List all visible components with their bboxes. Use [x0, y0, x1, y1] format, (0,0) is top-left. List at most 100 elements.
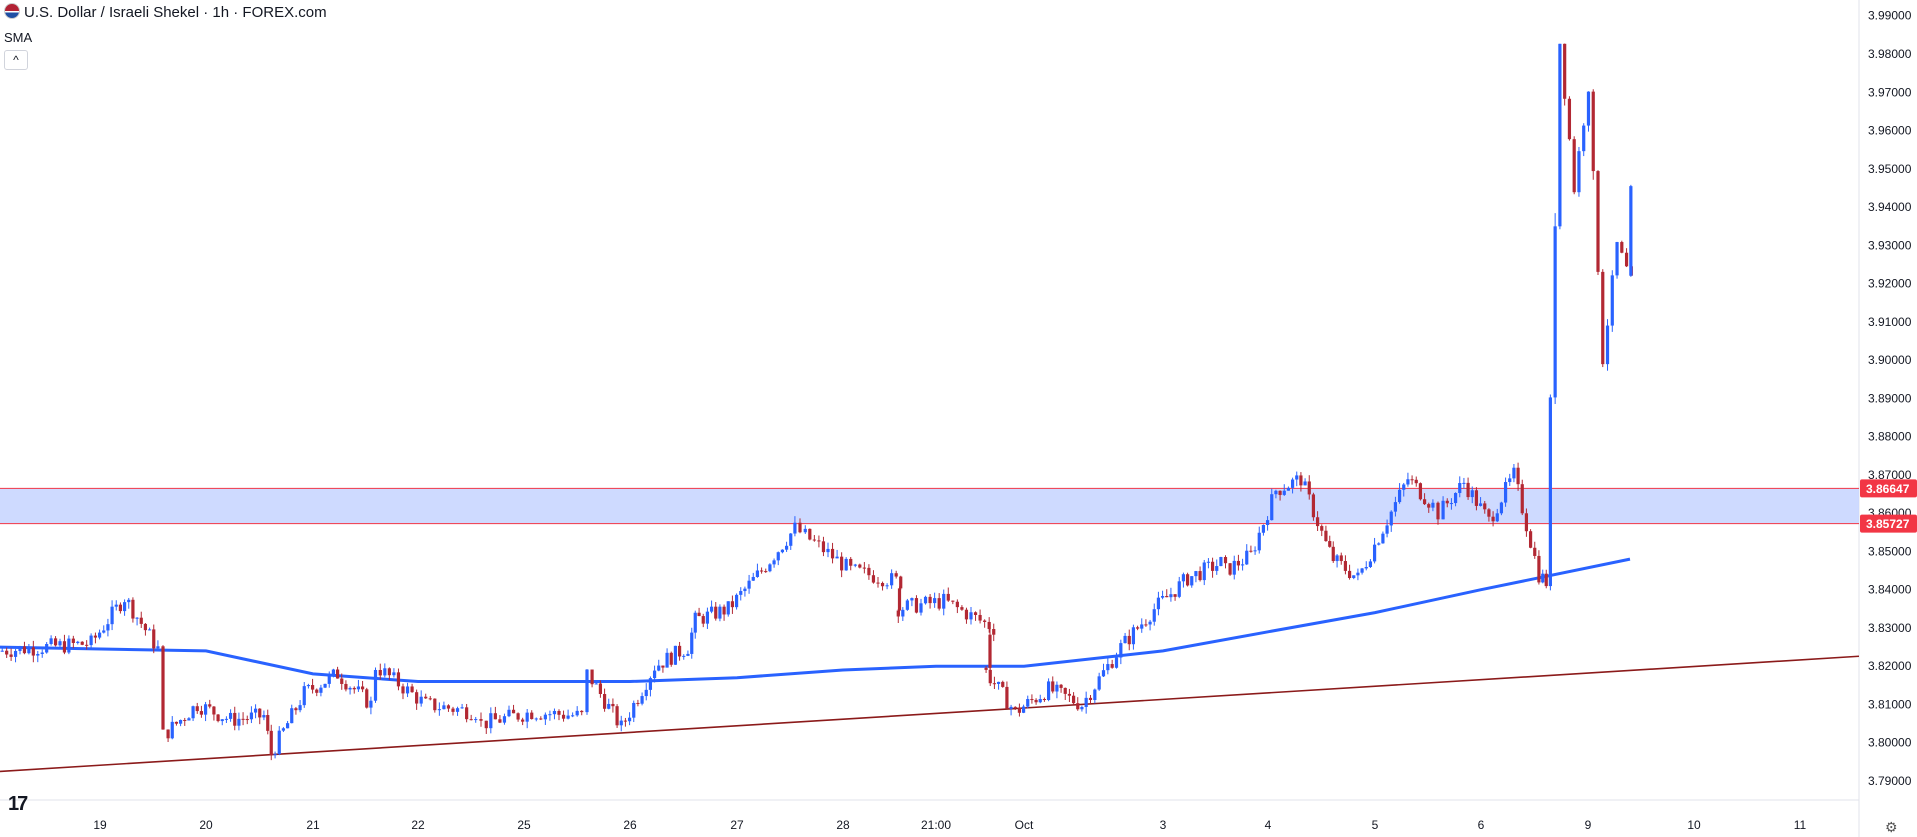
candle-body	[442, 705, 446, 710]
candle-body	[1629, 186, 1633, 276]
candle-body	[127, 599, 131, 603]
y-tick-label: 3.80000	[1868, 736, 1912, 750]
candle-body	[615, 706, 619, 726]
candle-body	[871, 575, 876, 583]
candle-body	[1290, 479, 1295, 488]
candle-body	[1402, 484, 1406, 490]
symbol-title[interactable]: U.S. Dollar / Israeli Shekel · 1h · FORE…	[24, 4, 327, 21]
ascending-trendline	[0, 655, 1860, 773]
candle-body	[1160, 595, 1165, 598]
candle-body	[1364, 567, 1368, 569]
candle-body	[552, 710, 557, 715]
sma-line	[0, 557, 1631, 683]
candle-body	[460, 707, 464, 709]
candle-body	[946, 593, 950, 601]
candle-body	[897, 588, 902, 611]
candle-body	[1169, 594, 1173, 598]
candle-body	[474, 719, 478, 721]
candle-body	[1528, 531, 1533, 548]
chart-legend: U.S. Dollar / Israeli Shekel · 1h · FORE…	[4, 3, 327, 21]
candle-body	[1119, 643, 1123, 658]
candle-body	[1265, 520, 1270, 526]
candle-body	[415, 692, 419, 704]
candle-body	[1491, 516, 1495, 522]
candle-body	[726, 601, 730, 615]
y-tick-label: 3.82000	[1868, 659, 1912, 673]
candle-body	[1114, 657, 1119, 668]
candle-body	[110, 606, 114, 625]
candle-body	[40, 652, 44, 655]
candle-body	[455, 708, 460, 712]
candle-body	[298, 705, 302, 711]
candle-body	[611, 703, 615, 707]
candle-body	[937, 598, 941, 609]
candle-body	[102, 630, 106, 633]
candle-body	[682, 655, 686, 657]
candle-body	[489, 713, 493, 729]
collapse-legend-button[interactable]: ^	[4, 50, 28, 70]
candle-body	[661, 665, 665, 668]
candle-body	[97, 632, 102, 638]
candle-body	[156, 646, 160, 649]
candle-body	[446, 705, 451, 709]
candle-body	[1140, 624, 1144, 629]
candle-body	[768, 564, 772, 572]
candle-body	[22, 646, 27, 654]
candle-body	[191, 706, 195, 719]
candle-body	[1427, 504, 1431, 508]
candle-body	[1572, 139, 1576, 193]
candle-body	[1080, 706, 1084, 710]
support-resistance-zone	[0, 488, 1859, 524]
candle-body	[1478, 503, 1483, 506]
candle-body	[161, 646, 165, 730]
candle-body	[992, 629, 996, 635]
y-tick-label: 3.93000	[1868, 238, 1912, 252]
candle-body	[1185, 574, 1190, 586]
candle-body	[315, 689, 319, 693]
candle-body	[640, 696, 644, 704]
candle-body	[905, 600, 909, 610]
candle-body	[978, 614, 982, 621]
candle-body	[764, 571, 768, 573]
candle-body	[776, 552, 780, 561]
candle-body	[360, 686, 365, 690]
candle-body	[195, 706, 199, 712]
candle-body	[835, 556, 839, 559]
candle-body	[465, 707, 469, 720]
candle-body	[648, 678, 653, 690]
candle-body	[1499, 502, 1504, 514]
candle-body	[722, 606, 726, 615]
candle-body	[114, 604, 118, 607]
candle-body	[1591, 91, 1595, 172]
candle-body	[1215, 566, 1219, 571]
candle-body	[1620, 242, 1624, 253]
candle-body	[1063, 687, 1067, 694]
candle-body	[521, 719, 525, 722]
candle-body	[1223, 557, 1228, 564]
candle-body	[1445, 500, 1449, 504]
candle-body	[1194, 571, 1198, 577]
candle-body	[1261, 525, 1266, 533]
candle-body	[1610, 275, 1614, 326]
gear-icon[interactable]: ⚙	[1885, 819, 1898, 835]
candle-body	[1393, 502, 1398, 512]
candle-body	[919, 603, 923, 613]
candle-body	[960, 607, 964, 610]
candle-body	[356, 686, 361, 690]
candle-body	[1495, 513, 1499, 522]
candle-body	[571, 715, 575, 717]
candle-body	[973, 612, 978, 615]
y-tick-label: 3.89000	[1868, 391, 1912, 405]
candle-body	[335, 669, 340, 679]
candle-body	[530, 712, 534, 720]
candle-body	[793, 522, 797, 534]
sma-indicator-label[interactable]: SMA	[4, 30, 33, 45]
candle-body	[0, 650, 4, 652]
candle-body	[923, 596, 928, 604]
candle-body	[1257, 532, 1261, 551]
candle-body	[1487, 509, 1491, 517]
candle-body	[484, 720, 488, 729]
candle-body	[1046, 681, 1051, 701]
candle-body	[798, 522, 802, 533]
